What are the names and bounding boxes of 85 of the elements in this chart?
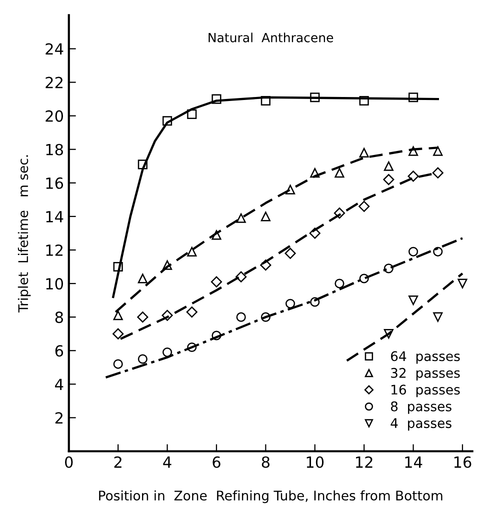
x-tick-label: 0 (65, 456, 73, 468)
y-tick-label: 14 (46, 211, 64, 222)
point (309, 228, 320, 239)
x-tick-label: 10 (306, 456, 324, 468)
point (458, 278, 468, 288)
point (236, 312, 246, 322)
point (212, 230, 222, 240)
point (162, 347, 172, 358)
point (187, 109, 197, 119)
point (137, 312, 148, 323)
y-tick-label: 18 (46, 144, 63, 156)
point (187, 246, 197, 256)
point (408, 170, 419, 182)
point (260, 96, 270, 106)
y-tick-label: 2 (55, 412, 62, 424)
point (138, 274, 148, 284)
y-tick-label: 20 (46, 110, 64, 122)
point (186, 306, 198, 318)
point (138, 160, 148, 170)
point (433, 146, 443, 156)
x-tick-label: 14 (405, 456, 422, 468)
point (408, 296, 418, 306)
point (236, 213, 246, 223)
x-tick-label: 4 (163, 456, 172, 468)
point (358, 200, 370, 212)
legend-label: 16 passes (392, 384, 460, 398)
point (334, 278, 344, 288)
legend-label: 8 passes (390, 401, 452, 414)
point (187, 342, 197, 352)
point (113, 262, 123, 272)
point (384, 161, 394, 171)
point (359, 96, 369, 106)
point (310, 168, 320, 178)
point (212, 94, 222, 104)
x-tick-label: 16 (454, 456, 472, 468)
point (284, 248, 296, 259)
legend-label: 32 passes (391, 368, 460, 380)
x-tick-label: 12 (356, 456, 372, 468)
legend-label: 64 passes (390, 351, 460, 364)
y-tick-label: 12 (46, 244, 62, 256)
point (113, 359, 123, 369)
y-tick-label: 24 (46, 43, 64, 55)
point (138, 354, 148, 364)
x-tick-label: 8 (262, 456, 270, 468)
x-tick-label: 2 (114, 456, 122, 468)
line-series (104, 237, 464, 379)
point (433, 312, 443, 322)
y-tick-label: 16 (46, 177, 64, 189)
point (310, 297, 320, 307)
point (359, 274, 369, 284)
point (260, 212, 270, 222)
point (285, 184, 296, 194)
point (433, 246, 443, 256)
point (260, 312, 270, 322)
y-tick-label: 10 (46, 278, 64, 290)
point (408, 92, 418, 102)
point (408, 246, 418, 256)
point (162, 260, 172, 270)
y-tick-label: 22 (46, 76, 62, 88)
x-tick-label: 6 (212, 456, 220, 468)
text: Natural Anthracene (208, 32, 334, 42)
point (285, 298, 296, 308)
point (236, 271, 247, 282)
point (112, 328, 124, 340)
point (359, 148, 369, 158)
point (113, 310, 123, 320)
point (384, 329, 394, 339)
y-axis-title: Triplet Lifetime m sec. (18, 155, 31, 313)
point (432, 167, 444, 178)
point (162, 310, 173, 321)
point (212, 330, 222, 340)
point (162, 116, 172, 126)
point (334, 208, 346, 219)
point (383, 174, 394, 186)
y-tick-label: 6 (55, 345, 64, 357)
y-tick-label: 4 (55, 378, 64, 390)
point (384, 264, 394, 274)
y-tick-label: 8 (55, 312, 63, 324)
legend-label: 4 passes (390, 418, 452, 431)
point (310, 92, 320, 102)
point (260, 260, 272, 271)
point (408, 146, 418, 156)
point (334, 168, 344, 178)
point (210, 276, 222, 288)
x-axis-title: Position in Zone Refining Tube, Inches from Bottom (99, 490, 442, 504)
